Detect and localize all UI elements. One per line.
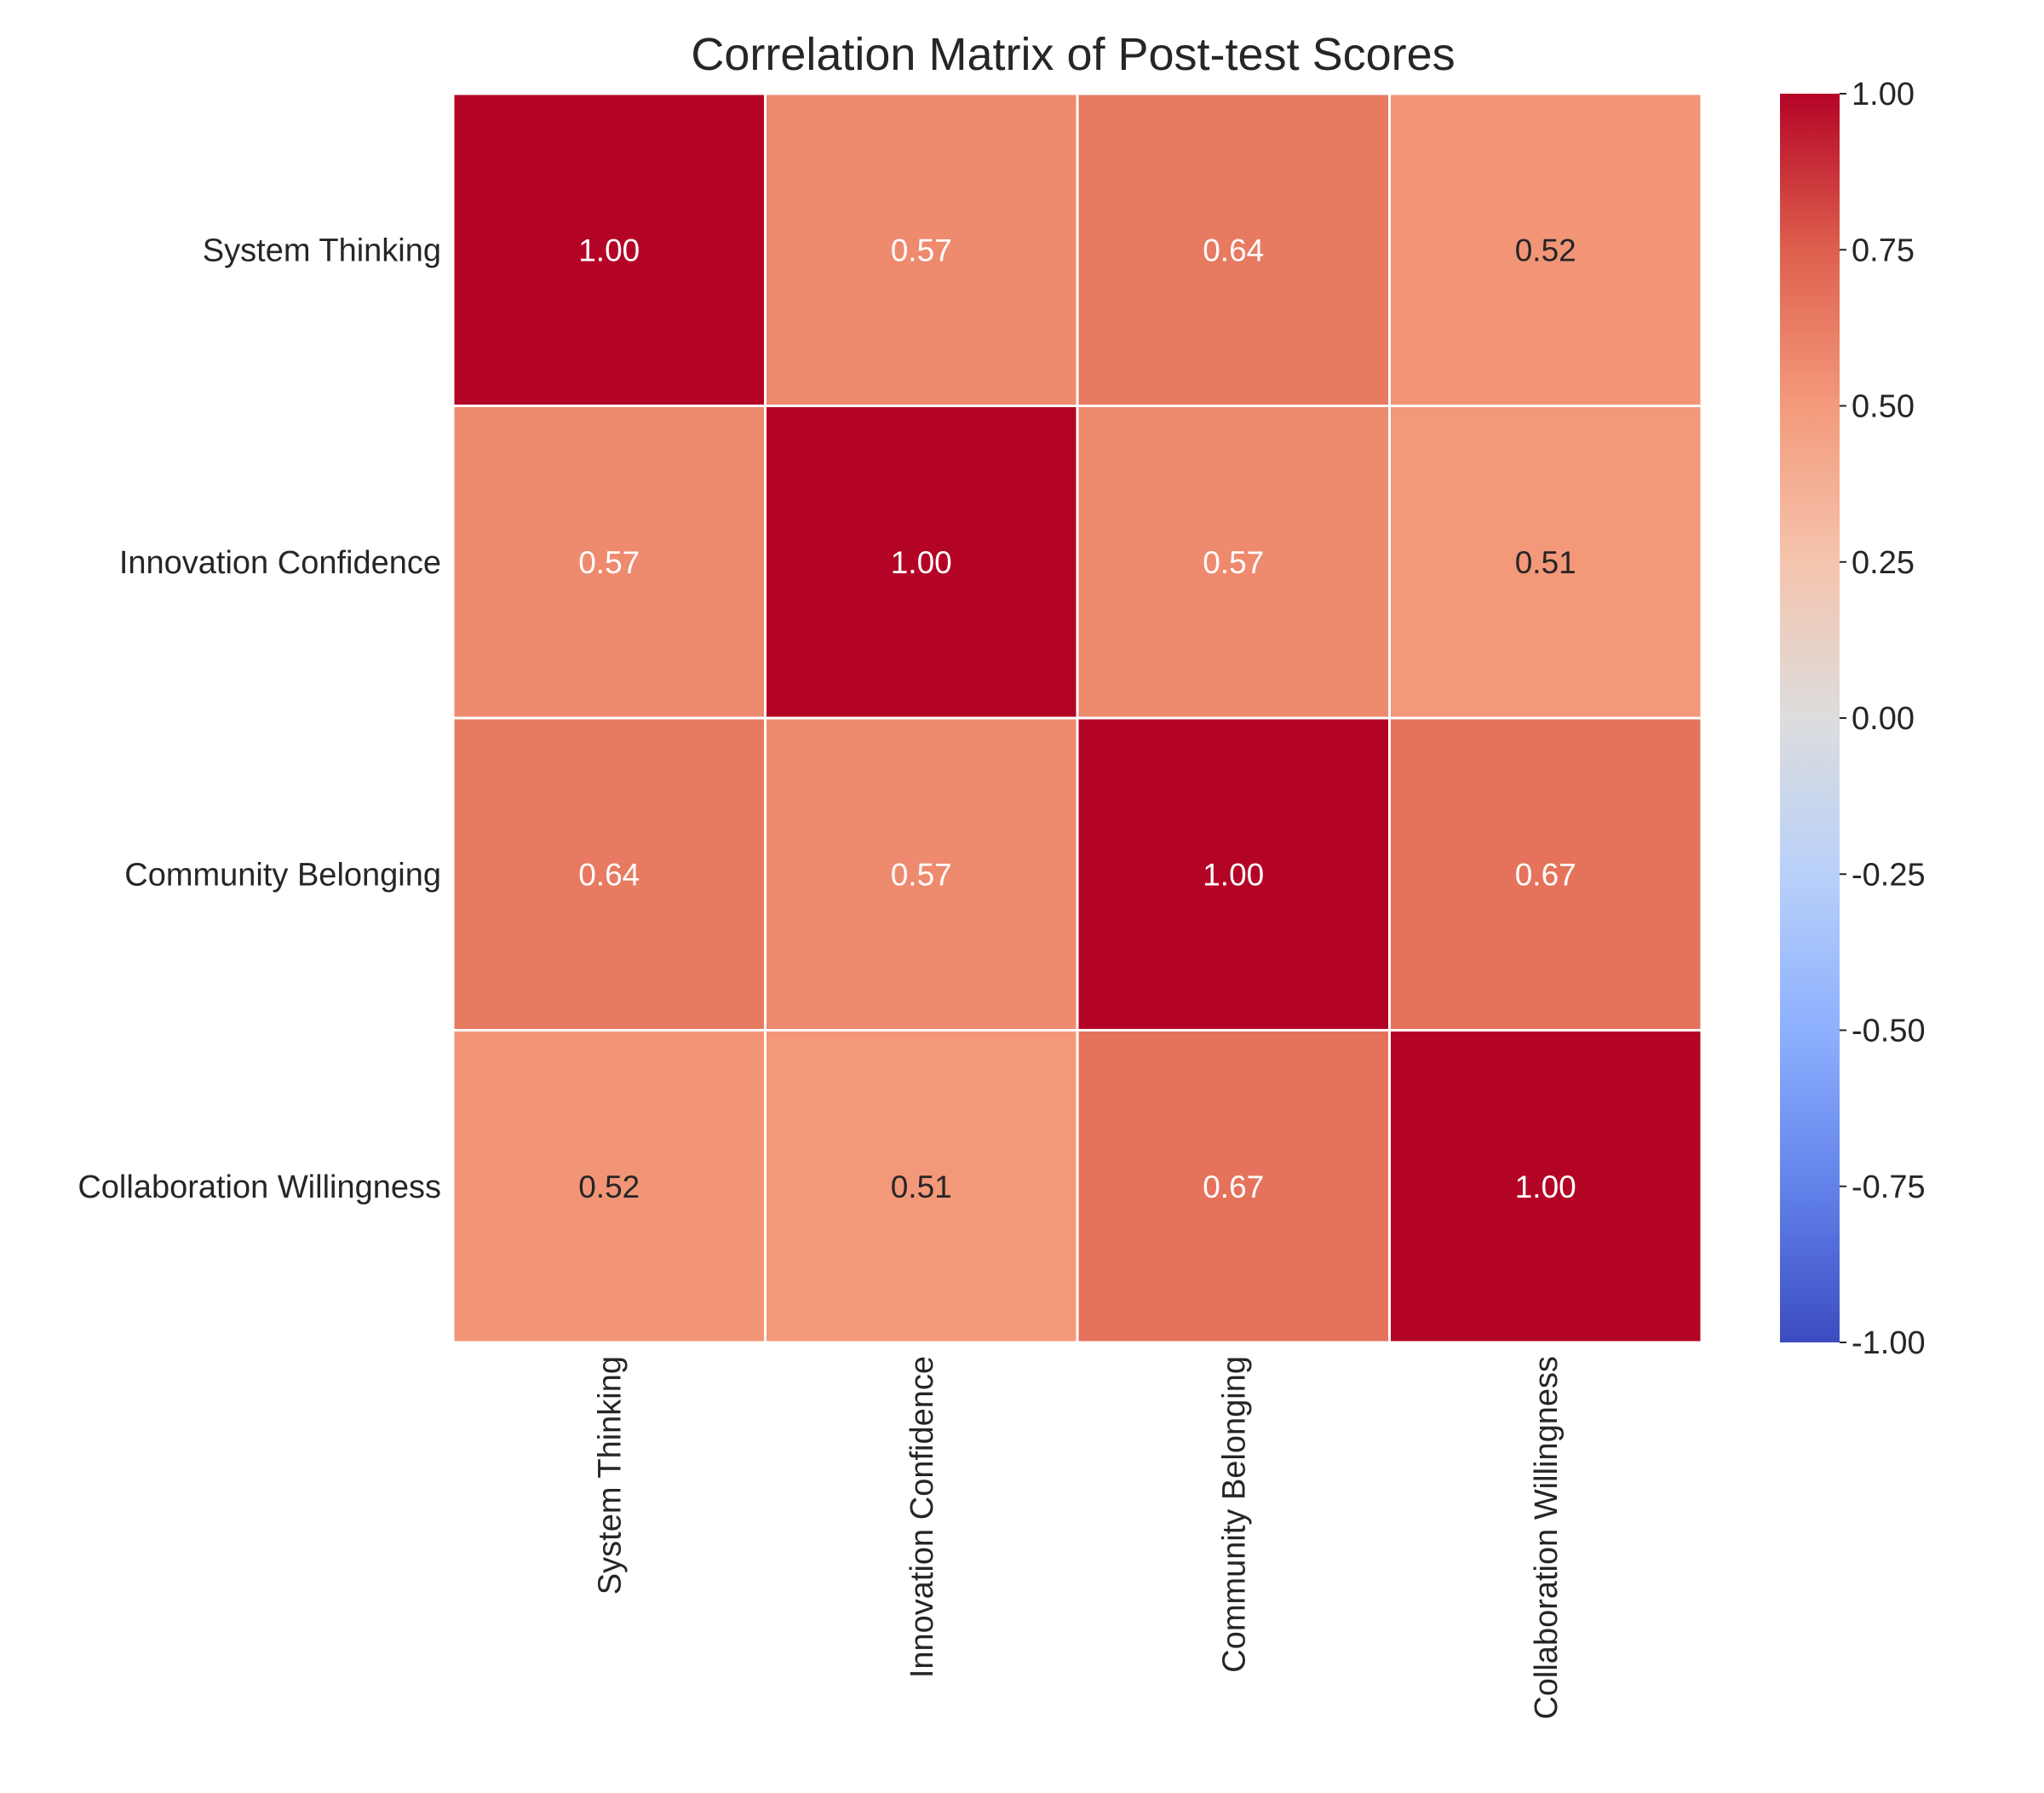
heatmap-cell-labels: 1.00 0.57 0.64 0.52 0.57 1.00 0.57 0.51 0.64 0.57… (578, 233, 1576, 1204)
heatmap-cell (764, 716, 1079, 1032)
cell-value-label: 0.52 (1515, 233, 1576, 267)
column-label: Community Belonging (1216, 1356, 1252, 1673)
heatmap-cell (764, 92, 1079, 407)
cell-value-label: 0.57 (891, 857, 952, 892)
cell-value-label: 0.51 (891, 1169, 952, 1204)
column-label: System Thinking (592, 1356, 628, 1595)
cell-value-label: 0.57 (578, 545, 640, 580)
heatmap-cell (1388, 405, 1703, 720)
heatmap-cell (451, 405, 766, 720)
heatmap-cell (1388, 716, 1703, 1032)
cell-value-label: 0.52 (578, 1169, 640, 1204)
colorbar-tick-label: 1.00 (1852, 77, 1915, 112)
row-label: Collaboration Willingness (78, 1169, 441, 1205)
chart-title: Correlation Matrix of Post-test Scores (691, 29, 1455, 80)
heatmap-cell (1388, 1029, 1703, 1344)
heatmap-cell (451, 1029, 766, 1344)
colorbar-ticks: 1.00 0.75 0.50 0.25 0.00 -0.25 -0.50 -0.75 -1.00 (1840, 77, 1926, 1361)
row-tick-labels: System Thinking Innovation Confidence Comm… (78, 233, 441, 1205)
heatmap-cell (764, 405, 1079, 720)
colorbar-tick-label: -1.00 (1852, 1325, 1926, 1361)
column-label: Innovation Confidence (904, 1356, 940, 1678)
heatmap-cell (1388, 92, 1703, 407)
cell-value-label: 1.00 (1515, 1169, 1576, 1204)
heatmap-cell (1076, 92, 1391, 407)
cell-value-label: 0.64 (578, 857, 640, 892)
colorbar-tick-label: 0.75 (1852, 233, 1915, 268)
colorbar: 1.00 0.75 0.50 0.25 0.00 -0.25 -0.50 -0.75 -1.00 (1780, 77, 1926, 1361)
cell-value-label: 1.00 (891, 545, 952, 580)
row-label: Community Belonging (124, 857, 441, 893)
column-tick-labels: System Thinking Innovation Confidence Comm… (592, 1356, 1565, 1720)
colorbar-tick-label: 0.25 (1852, 545, 1915, 581)
cell-value-label: 1.00 (1203, 857, 1264, 892)
colorbar-tick-label: -0.50 (1852, 1014, 1926, 1049)
cell-value-label: 0.67 (1515, 857, 1576, 892)
cell-value-label: 0.67 (1203, 1169, 1264, 1204)
row-label: Innovation Confidence (119, 545, 441, 581)
heatmap-cell (1076, 1029, 1391, 1344)
cell-value-label: 0.51 (1515, 545, 1576, 580)
heatmap-cells (451, 92, 1703, 1344)
heatmap-cell (451, 92, 766, 407)
cell-value-label: 0.57 (891, 233, 952, 267)
cell-value-label: 0.57 (1203, 545, 1264, 580)
cell-value-label: 1.00 (578, 233, 640, 267)
colorbar-tick-label: 0.00 (1852, 701, 1915, 737)
column-label: Collaboration Willingness (1529, 1356, 1565, 1720)
colorbar-tick-label: -0.25 (1852, 857, 1926, 893)
heatmap-cell (764, 1029, 1079, 1344)
row-label: System Thinking (203, 233, 441, 268)
colorbar-tick-label: -0.75 (1852, 1169, 1926, 1205)
colorbar-tick-label: 0.50 (1852, 389, 1915, 425)
cell-value-label: 0.64 (1203, 233, 1264, 267)
colorbar-gradient (1780, 94, 1840, 1342)
